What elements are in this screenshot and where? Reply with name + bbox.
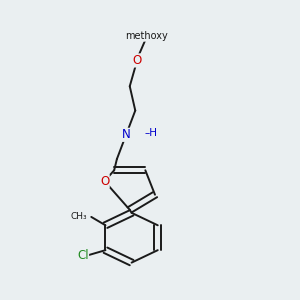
Text: methoxy: methoxy xyxy=(125,31,168,41)
Text: –H: –H xyxy=(145,128,158,138)
Text: Cl: Cl xyxy=(77,249,88,262)
Text: O: O xyxy=(133,54,142,67)
Text: CH₃: CH₃ xyxy=(71,212,88,221)
Text: N: N xyxy=(122,128,130,141)
Text: O: O xyxy=(100,175,109,188)
